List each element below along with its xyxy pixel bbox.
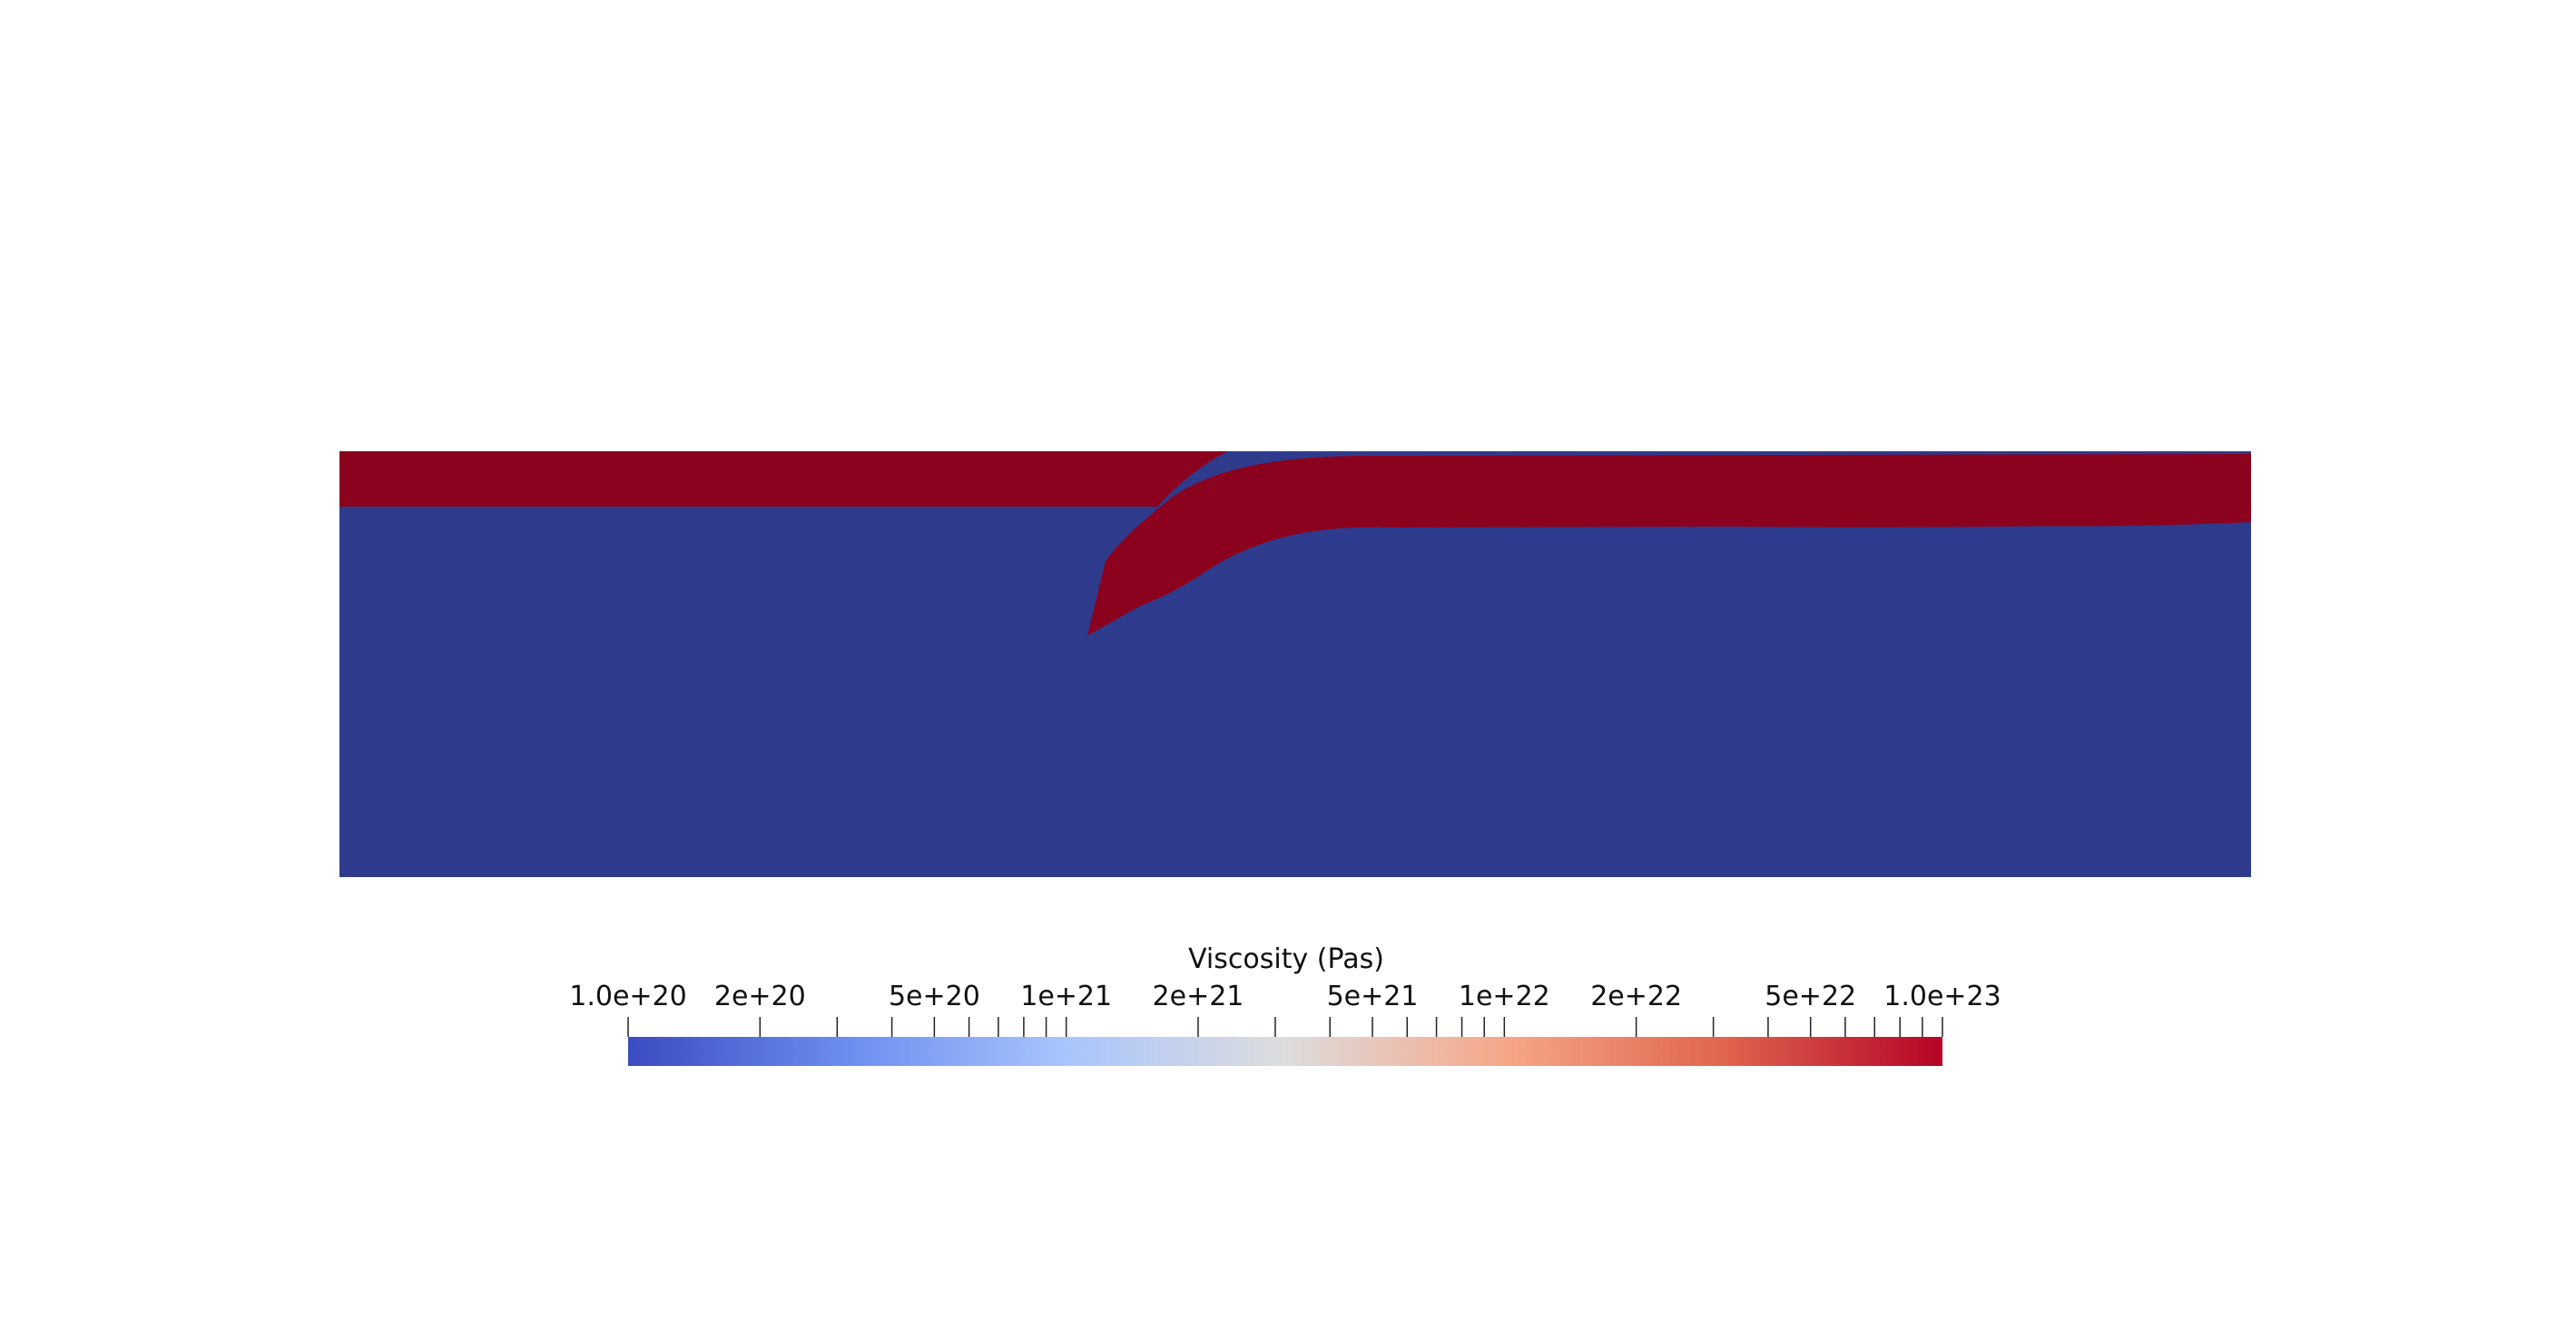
colorbar-tick-label: 2e+20 [714, 981, 806, 1012]
colorbar-tick-label: 1e+21 [1020, 981, 1112, 1012]
colorbar-title: Viscosity (Pas) [1188, 943, 1384, 975]
colorbar-legend: Viscosity (Pas) 1.0e+20 2e+20 5e+20 1e+21 2e… [569, 943, 2001, 1066]
colorbar-tick-label: 5e+21 [1327, 981, 1419, 1012]
colorbar-tick-label: 1.0e+23 [1883, 981, 2001, 1012]
colorbar-gradient-bar [628, 1037, 1942, 1066]
colorbar-tick-label: 5e+20 [889, 981, 980, 1012]
colorbar-tick-label: 2e+22 [1590, 981, 1682, 1012]
subducting-slab [1087, 454, 2251, 636]
colorbar-tick-label: 5e+22 [1765, 981, 1856, 1012]
colorbar-tick-labels: 1.0e+20 2e+20 5e+20 1e+21 2e+21 5e+21 1e+22 2e+… [569, 981, 2001, 1012]
colorbar-tick-label: 1e+22 [1459, 981, 1550, 1012]
colorbar-tick-label: 1.0e+20 [569, 981, 686, 1012]
colorbar-ticks [627, 1017, 1943, 1037]
colorbar-tick-label: 2e+21 [1153, 981, 1244, 1012]
overriding-plate [339, 451, 1228, 507]
